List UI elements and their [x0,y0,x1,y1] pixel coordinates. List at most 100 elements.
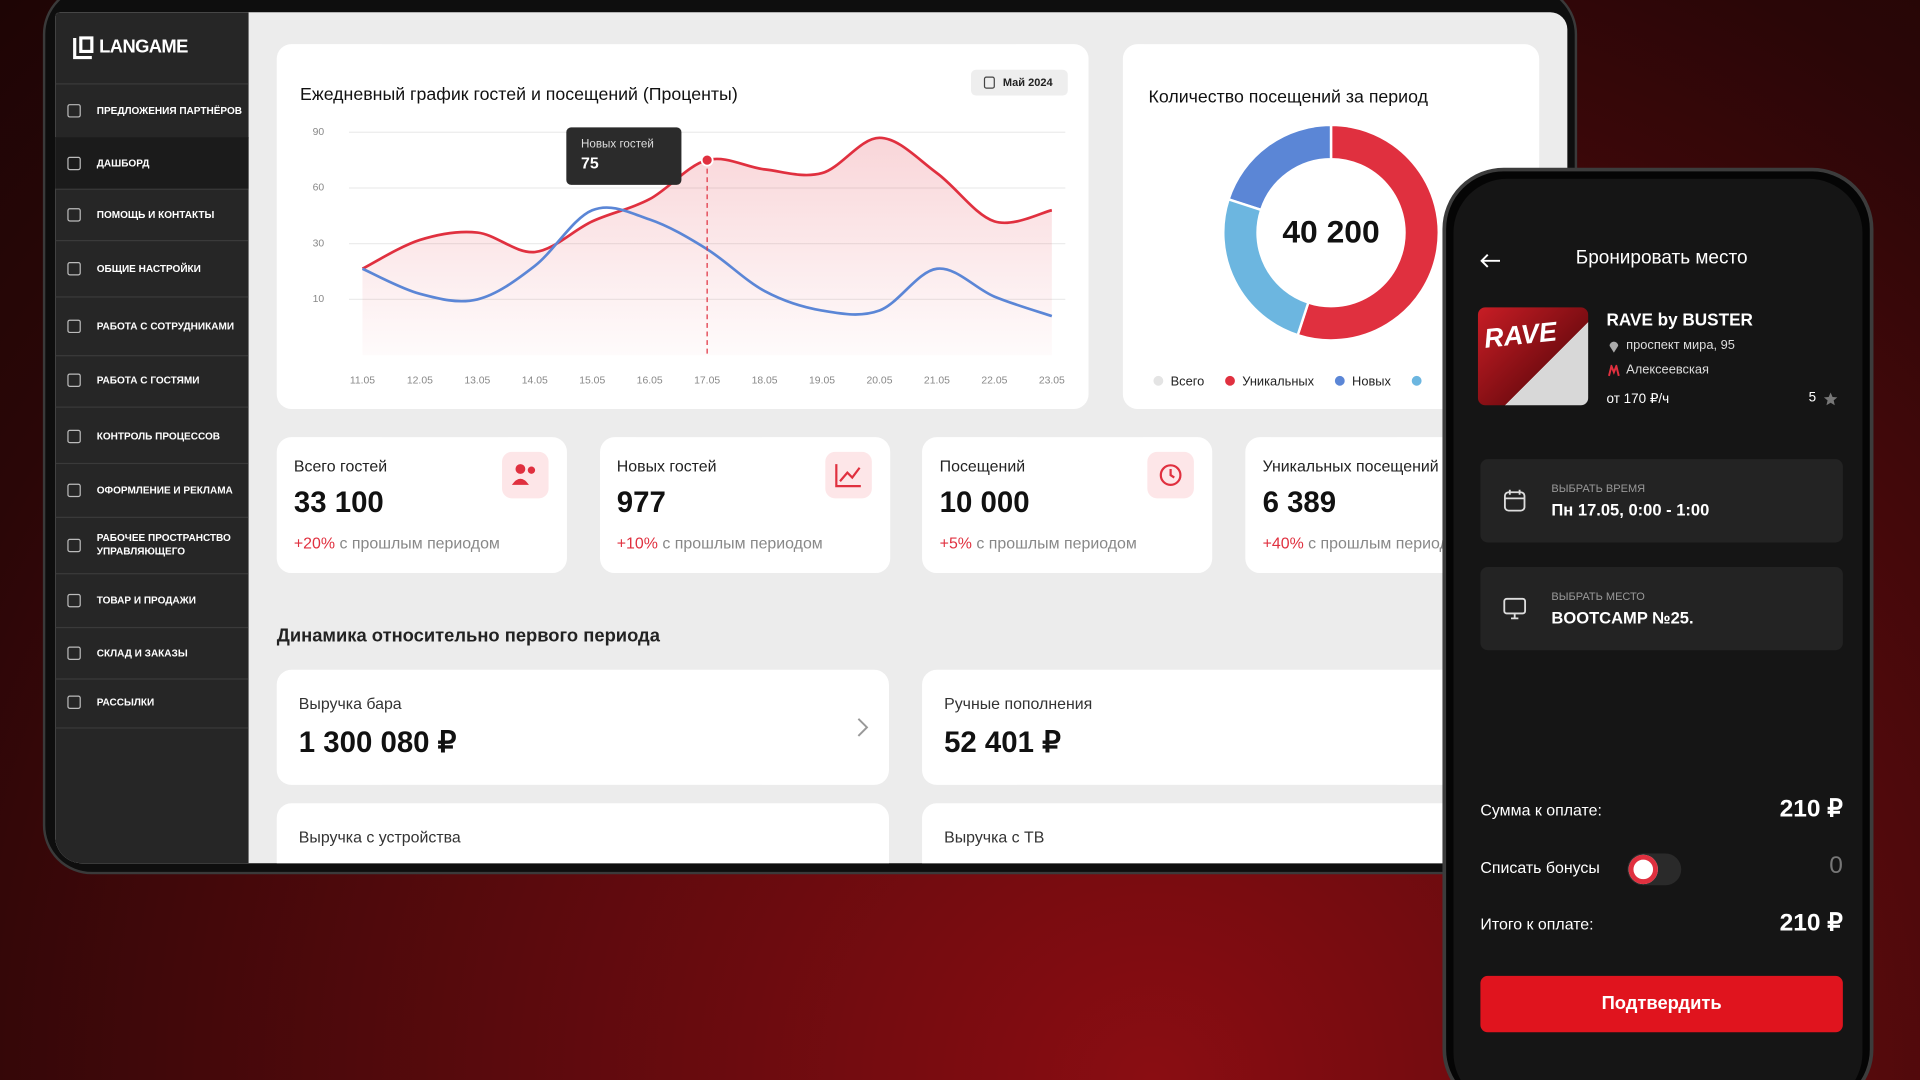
legend-dot [1153,375,1164,386]
sidebar-icon [67,156,81,171]
stat-change: +10% [616,533,658,553]
y-tick-label: 60 [313,183,325,194]
donut-card: Количество посещений за период 40 200 Всег… [1122,44,1540,409]
legend-dot [1334,375,1345,386]
separator [55,188,249,190]
icon [511,464,536,485]
sidebar-item[interactable]: СКЛАД И ЗАКАЗЫ [55,636,248,670]
tooltip-label: Новых гостей [581,138,654,151]
place-label: ВЫБРАТЬ МЕСТО [1551,590,1645,603]
place-selector[interactable]: ВЫБРАТЬ МЕСТО BOOTCAMP №25. [1480,566,1843,651]
stat-title: Новых гостей [616,456,717,476]
stat-icon [1147,451,1195,499]
stat-icon [824,451,872,499]
sidebar-icon [67,319,81,334]
x-tick-label: 18.05 [752,376,778,387]
time-label: ВЫБРАТЬ ВРЕМЯ [1551,482,1646,495]
separator [55,406,249,408]
phone-frame: Бронировать место RAVE RAVE by BUSTER просп… [1442,167,1874,1080]
time-selector[interactable]: ВЫБРАТЬ ВРЕМЯ Пн 17.05, 0:00 - 1:00 [1480,459,1843,543]
sidebar-item[interactable]: РАБОЧЕЕ ПРОСТРАНСТВО УПРАВЛЯЮЩЕГО [55,528,248,562]
event-price: от 170 ₽/ч [1606,391,1670,407]
stat-title: Уникальных посещений [1262,456,1439,476]
donut-center-label: 40 200 [1282,213,1379,249]
stat-card: Всего гостей 33 100 +20% с прошлым периодо… [276,437,567,574]
logo-icon [73,36,94,60]
donut-segment [1226,123,1333,212]
total-value: 210 ₽ [1779,909,1843,937]
revenue-card[interactable]: Ручные пополнения 52 401 ₽ [922,669,1535,785]
stat-value: 977 [616,486,666,520]
revenue-title: Ручные пополнения [944,694,1093,713]
total-label: Итого к оплате: [1480,914,1594,934]
sidebar-icon [67,646,81,661]
y-tick-label: 90 [313,127,325,138]
sidebar-icon [67,262,81,276]
y-tick-label: 30 [313,238,325,249]
date-badge [971,69,1068,96]
stat-change: +40% [1262,533,1304,553]
event-name: RAVE by BUSTER [1606,309,1753,330]
sidebar-item[interactable]: ПРЕДЛОЖЕНИЯ ПАРТНЁРОВ [55,93,248,127]
stat-value: 33 100 [293,486,384,520]
event-address: проспект мира, 95 [1626,337,1735,353]
stat-value: 10 000 [939,486,1030,520]
donut-chart: Количество посещений за период 40 200 Всег… [1149,87,1440,388]
sidebar-item[interactable]: РАССЫЛКИ [55,684,248,718]
stat-title: Всего гостей [293,456,388,476]
separator [55,573,249,575]
sidebar-item[interactable]: РАБОТА С ГОСТЯМИ [55,362,248,396]
legend-label: Уникальных [1242,373,1314,388]
icon [1160,464,1182,487]
revenue-value: 52 401 ₽ [944,726,1061,760]
phone-screen: Бронировать место RAVE RAVE by BUSTER просп… [1453,178,1863,1080]
stat-value: 6 389 [1262,486,1337,520]
line-chart-card: Ежедневный график гостей и посещений (Пр… [276,44,1089,409]
calendar-icon [1503,489,1526,512]
bonus-value: 0 [1829,852,1843,880]
sidebar-item[interactable]: ПОМОЩЬ И КОНТАКТЫ [55,197,248,231]
x-tick-label: 13.05 [464,376,490,387]
legend-dot [1225,375,1235,386]
sidebar-icon [67,104,81,118]
sidebar-icon [67,373,81,387]
sidebar-item[interactable]: ДАШБОРД [55,146,248,180]
x-tick-label: 14.05 [522,376,548,387]
stat-note: с прошлым периодом [976,533,1137,553]
separator [55,296,249,298]
sidebar-icon [67,429,81,444]
sidebar-item[interactable]: ТОВАР И ПРОДАЖИ [55,583,248,617]
revenue-card: Выручка с ТВ [922,803,1535,864]
donut-segment [1222,197,1310,337]
stat-change-row: +10% с прошлым периодом [617,534,823,552]
revenue-card[interactable]: Выручка бара 1 300 080 ₽ [276,669,889,785]
separator [55,83,249,85]
sidebar-item[interactable]: ОБЩИЕ НАСТРОЙКИ [55,251,248,285]
bonus-toggle[interactable] [1627,853,1682,886]
place-value: BOOTCAMP №25. [1551,608,1694,627]
sidebar-icon [67,538,81,553]
sidebar-label: ОФОРМЛЕНИЕ И РЕКЛАМА [96,484,233,496]
focus-point [700,153,714,167]
event-poster: RAVE [1477,307,1589,406]
sidebar-item[interactable]: РАБОТА С СОТРУДНИКАМИ [55,309,248,343]
separator [55,678,249,680]
back-arrow[interactable] [1478,252,1502,269]
x-tick-label: 16.05 [637,376,663,387]
x-tick-label: 15.05 [579,376,605,387]
separator [55,516,249,518]
x-tick-label: 23.05 [1039,376,1065,387]
sidebar-item[interactable]: КОНТРОЛЬ ПРОЦЕССОВ [55,419,248,453]
chevron [857,718,869,737]
sidebar-label: РАССЫЛКИ [96,696,155,708]
confirm-button[interactable]: Подтвердить [1480,975,1843,1033]
legend-dot [1411,375,1422,386]
poster-text: RAVE [1482,315,1559,354]
revenue-title: Выручка бара [298,694,402,713]
toggle-knob [1628,854,1658,885]
stat-change-row: +40% с прошлым периодом [1263,534,1469,552]
x-tick-label: 19.05 [809,376,835,387]
sidebar-item[interactable]: ОФОРМЛЕНИЕ И РЕКЛАМА [55,473,248,507]
